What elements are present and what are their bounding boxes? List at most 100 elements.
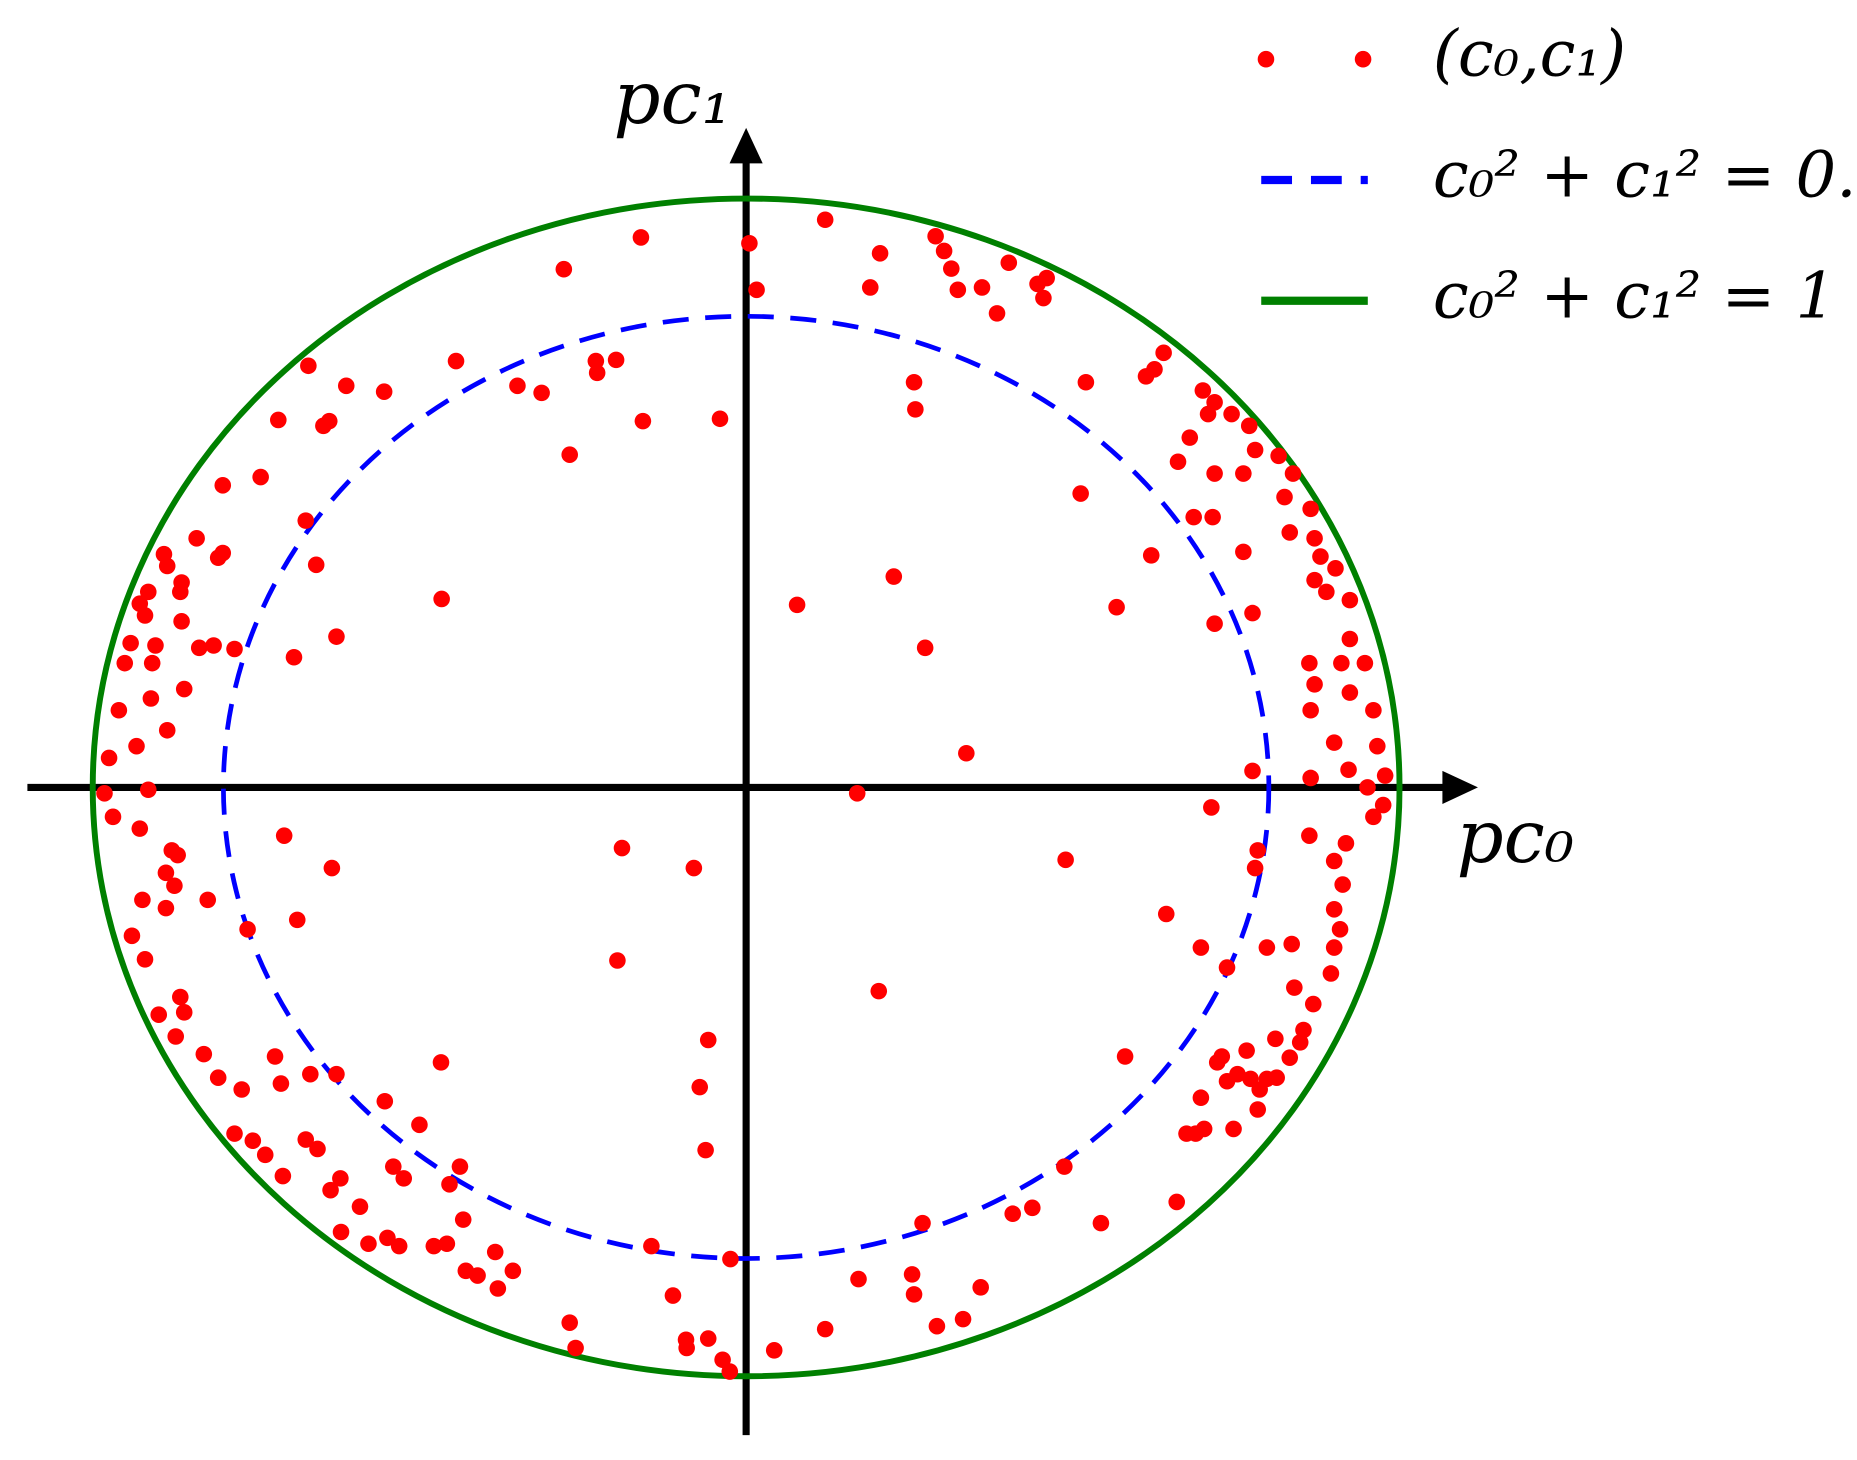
legend-marker [1354,50,1372,68]
point [96,784,113,802]
point [1181,429,1199,446]
point [1004,1205,1021,1223]
point [1244,762,1261,780]
point [1192,939,1210,956]
point [1286,979,1303,996]
point [100,749,118,767]
point [928,1317,946,1335]
point [1000,254,1018,272]
point [1365,808,1382,826]
point [1206,465,1223,482]
point [613,839,631,857]
point [172,988,189,1006]
point [1077,373,1095,391]
point [302,1065,319,1083]
point [1356,654,1374,672]
point [1246,441,1264,459]
point [272,1075,290,1092]
legend-label: c₀² + c₁² = 1 [1433,259,1836,333]
point [244,1132,262,1149]
point [1185,508,1202,526]
point [209,1069,227,1086]
reference-circle [89,195,1403,1380]
point [1178,1125,1195,1142]
point [1302,500,1319,518]
point [848,784,866,802]
point [390,1237,408,1255]
point [1325,901,1343,918]
point [376,1092,394,1110]
point [1056,1158,1073,1175]
point [721,1363,739,1380]
point [949,281,967,299]
point [175,680,193,698]
point [1229,1065,1246,1083]
point [1333,654,1350,672]
point [1341,684,1359,701]
point [150,1006,168,1023]
point [788,596,806,614]
point [958,744,975,762]
point [205,637,222,654]
point [309,1140,326,1158]
point [297,1131,315,1148]
point [199,891,217,909]
point [332,1170,349,1187]
point [375,383,393,400]
point [1331,921,1349,938]
point [1295,1021,1312,1039]
point [1238,1042,1255,1059]
point [195,1045,213,1063]
point [433,590,450,608]
point [1225,1120,1242,1138]
point [555,260,573,278]
point [1318,583,1335,601]
point [157,864,175,882]
point [816,211,834,229]
point [307,556,325,574]
point [147,637,164,654]
point [871,245,889,262]
point [1235,543,1252,561]
point [588,364,606,382]
point [411,1116,428,1134]
point [489,1280,507,1297]
point [123,927,141,945]
point [561,1314,578,1331]
point [1092,1214,1110,1232]
point [139,583,157,601]
point [128,737,145,755]
point [441,1175,458,1193]
point [438,1235,456,1253]
point [136,607,154,624]
point [1024,1199,1041,1217]
point [1322,965,1340,982]
point [143,654,161,672]
point [741,235,758,252]
point [134,891,151,909]
point [328,628,345,645]
point [905,1286,923,1303]
point [1302,769,1319,787]
point [214,544,232,562]
point [1146,361,1163,378]
point [1306,571,1323,589]
point [678,1339,695,1357]
point [158,721,176,739]
point [173,613,190,630]
point [609,952,626,969]
point [905,373,923,391]
point [226,640,243,658]
point [1376,767,1394,784]
point [285,648,303,666]
point [943,260,960,277]
point [1108,598,1125,616]
point [607,351,625,369]
point [274,1167,292,1185]
point [1204,508,1221,526]
point [1327,560,1344,577]
point [1258,939,1276,956]
point [1240,417,1258,435]
point [432,1054,450,1071]
